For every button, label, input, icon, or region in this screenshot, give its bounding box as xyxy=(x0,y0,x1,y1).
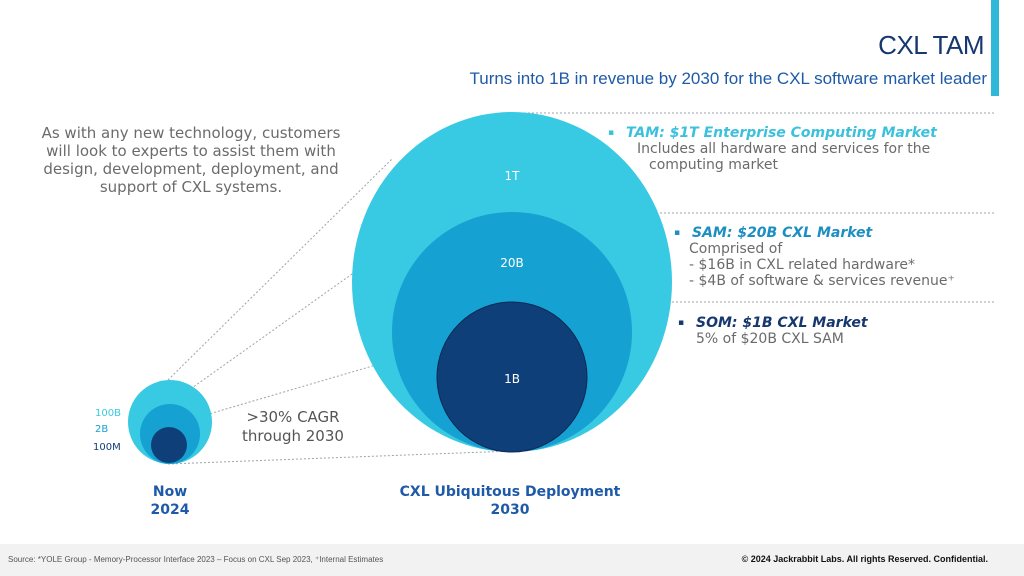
tam-description: ▪ TAM: $1T Enterprise Computing Market In… xyxy=(608,125,988,173)
page-subtitle: Turns into 1B in revenue by 2030 for the… xyxy=(469,69,987,88)
growth-note: >30% CAGR through 2030 xyxy=(226,408,360,446)
growth-line1: >30% CAGR xyxy=(246,408,340,426)
now-caption: Now 2024 xyxy=(120,483,220,519)
future-caption: CXL Ubiquitous Deployment 2030 xyxy=(390,483,630,519)
som-now-circle xyxy=(151,427,187,463)
sam-heading-row: ▪ SAM: $20B CXL Market xyxy=(674,225,994,241)
som-bullet-icon: ▪ xyxy=(678,318,685,328)
future-caption-line2: 2030 xyxy=(490,502,530,518)
som-desc-line1: 5% of $20B CXL SAM xyxy=(696,331,844,347)
now-caption-line1: Now xyxy=(152,484,188,500)
future-caption-line1: CXL Ubiquitous Deployment xyxy=(399,484,621,500)
intro-text: As with any new technology, customers wi… xyxy=(41,124,341,196)
sam-now-label: 2B xyxy=(95,424,108,435)
footer: Source: *YOLE Group - Memory-Processor I… xyxy=(0,544,1024,576)
growth-line2: through 2030 xyxy=(242,427,344,445)
som-now-label: 100M xyxy=(93,442,121,453)
sam-desc-line2: - $16B in CXL related hardware* xyxy=(689,257,916,273)
tam-bullet-icon: ▪ xyxy=(608,128,615,138)
tam-desc-line1: Includes all hardware and services for t… xyxy=(637,141,931,157)
sam-desc-line3: - $4B of software & services revenue⁺ xyxy=(689,273,955,289)
accent-bar xyxy=(991,0,999,96)
now-caption-line2: 2024 xyxy=(150,502,190,518)
som-description: ▪ SOM: $1B CXL Market 5% of $20B CXL SAM xyxy=(678,315,978,347)
connector-tam-top xyxy=(167,157,394,381)
som-heading: SOM: $1B CXL Market xyxy=(696,315,868,331)
tam-heading-row: ▪ TAM: $1T Enterprise Computing Market xyxy=(608,125,988,141)
tam-desc-line2: computing market xyxy=(649,157,778,173)
tam-2030-label: 1T xyxy=(505,169,521,183)
sam-heading: SAM: $20B CXL Market xyxy=(692,225,873,241)
copyright-notice: © 2024 Jackrabbit Labs. All rights Reser… xyxy=(741,554,988,564)
som-2030-circle xyxy=(436,301,588,453)
sam-bullet-icon: ▪ xyxy=(674,228,681,238)
connector-bottom xyxy=(167,450,513,465)
sam-desc-line1: Comprised of xyxy=(689,241,783,257)
sam-2030-label: 20B xyxy=(500,256,524,270)
source-note: Source: *YOLE Group - Memory-Processor I… xyxy=(8,555,384,564)
tam-heading: TAM: $1T Enterprise Computing Market xyxy=(626,125,937,141)
som-2030-label: 1B xyxy=(504,372,520,386)
tam-now-label: 100B xyxy=(95,408,121,419)
som-heading-row: ▪ SOM: $1B CXL Market xyxy=(678,315,978,331)
sam-description: ▪ SAM: $20B CXL Market Comprised of - $16… xyxy=(674,225,994,289)
page-title: CXL TAM xyxy=(878,30,984,60)
